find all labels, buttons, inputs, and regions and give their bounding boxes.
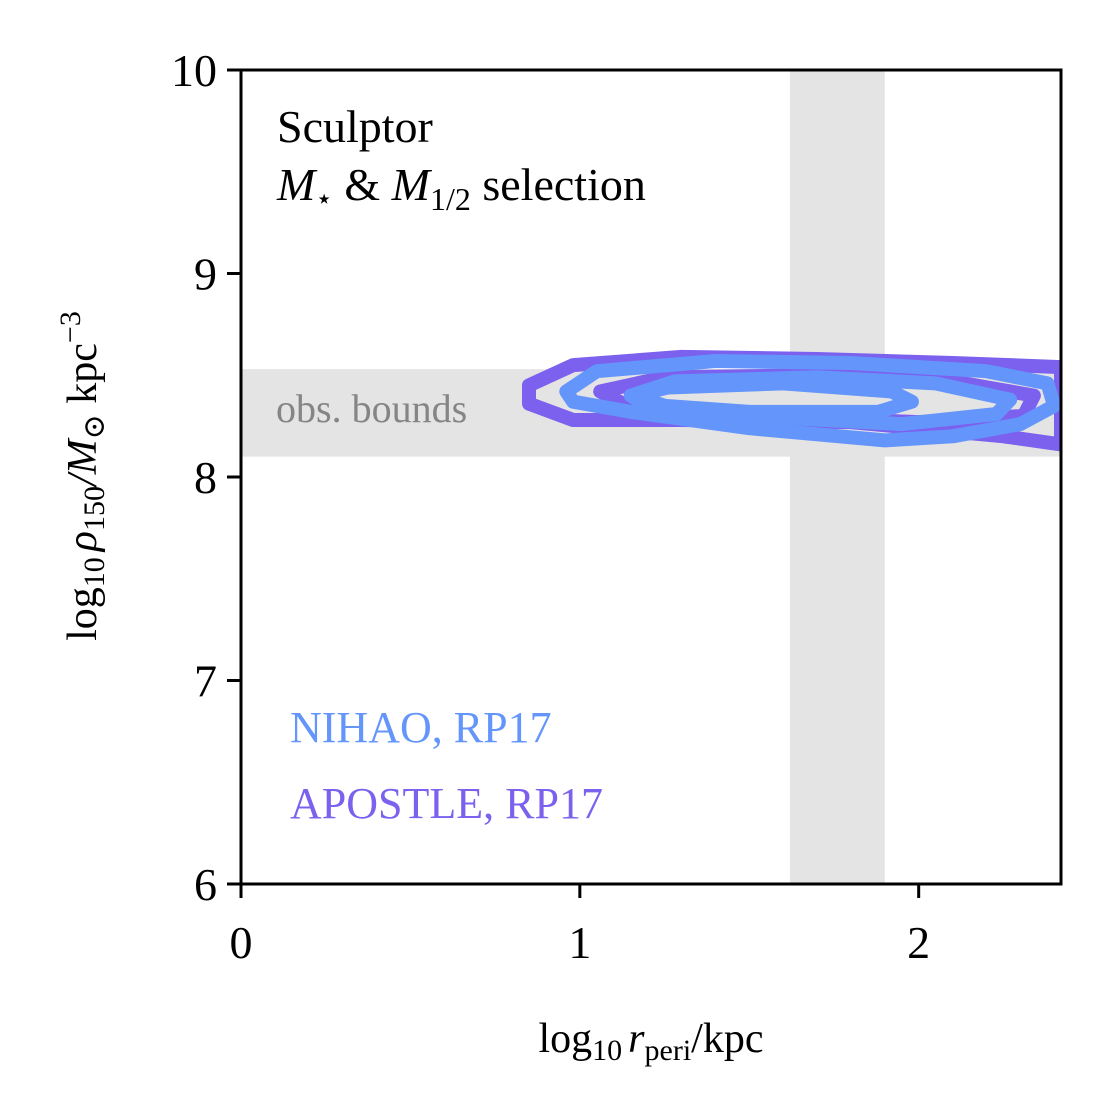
ylabel-var: ρ xyxy=(60,531,106,553)
annotation-star-glyph: ⋆ xyxy=(315,184,333,215)
annotation-amp: & xyxy=(333,159,392,210)
x-tick-label-1: 1 xyxy=(568,917,591,968)
obs-bounds-label: obs. bounds xyxy=(276,386,467,431)
xlabel-unit: /kpc xyxy=(691,1016,763,1062)
y-tick-label-9: 9 xyxy=(194,249,217,300)
xlabel-log: log xyxy=(539,1016,593,1062)
ylabel-log-sub: 10 xyxy=(78,557,111,587)
x-tick-label-2: 2 xyxy=(907,917,930,968)
y-tick-label-10: 10 xyxy=(171,45,217,96)
xlabel-var-sub: peri xyxy=(645,1034,692,1067)
y-axis-label: log10 ρ150/M⊙ kpc−3 xyxy=(54,311,111,641)
annotation-m-half: M xyxy=(391,159,433,210)
x-axis-label: log10 rperi/kpc xyxy=(539,1016,764,1067)
y-axis-ticks: 6 7 8 9 10 xyxy=(171,45,241,910)
ylabel-log: log xyxy=(60,587,106,641)
legend-apostle: APOSTLE, RP17 xyxy=(290,779,603,828)
x-axis-ticks: 0 1 2 xyxy=(230,884,930,968)
contour-nihao-2 xyxy=(627,376,919,419)
x-tick-label-0: 0 xyxy=(230,917,253,968)
contour-nihao-0 xyxy=(559,354,1061,448)
ylabel-mid: /M xyxy=(60,437,106,488)
annotation-suffix: selection xyxy=(471,159,646,210)
annotation-half-sub: 1/2 xyxy=(430,181,471,217)
y-tick-label-6: 6 xyxy=(194,859,217,910)
annotation-selection: M⋆ & M1/2 selection xyxy=(276,159,646,217)
ylabel-unit: kpc xyxy=(60,343,106,414)
ylabel-sun: ⊙ xyxy=(78,414,111,439)
ylabel-var-sub: 150 xyxy=(78,486,111,531)
annotation-title: Sculptor xyxy=(277,101,433,152)
legend-nihao: NIHAO, RP17 xyxy=(290,703,552,752)
xlabel-log-sub: 10 xyxy=(592,1034,622,1067)
contour-layer xyxy=(522,349,1061,452)
y-tick-label-8: 8 xyxy=(194,452,217,503)
annotation-m-star: M xyxy=(276,159,318,210)
y-tick-label-7: 7 xyxy=(194,656,217,707)
ylabel-exp: −3 xyxy=(54,311,87,343)
xlabel-var: r xyxy=(628,1016,645,1062)
obs-bounds-vertical-band xyxy=(789,70,885,884)
